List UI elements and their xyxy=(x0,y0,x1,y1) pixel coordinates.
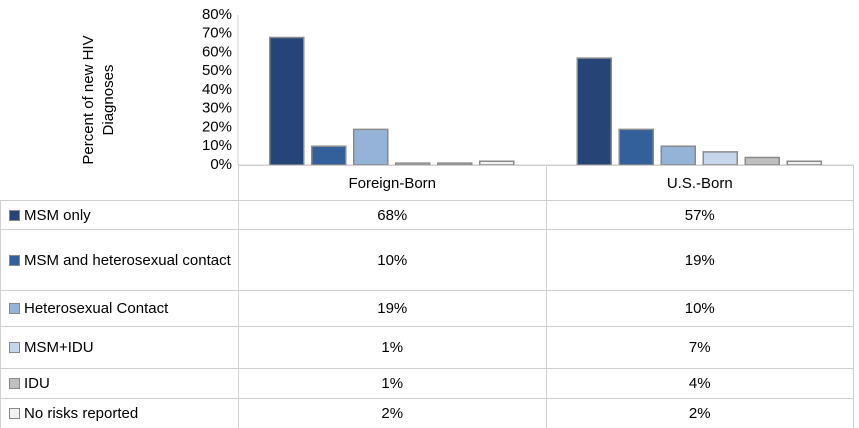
bar xyxy=(311,145,347,166)
table-value: 19% xyxy=(238,290,547,327)
x-tick-label: U.S.-Born xyxy=(545,165,854,201)
legend-swatch xyxy=(9,408,20,419)
y-tick-label: 20% xyxy=(202,118,232,135)
legend-swatch xyxy=(9,254,20,266)
bar xyxy=(660,145,696,166)
table-value: 7% xyxy=(545,326,854,369)
legend-entry: MSM and heterosexual contact xyxy=(0,229,239,291)
legend-label: MSM+IDU xyxy=(24,339,94,356)
y-axis-title: Percent of new HIV Diagnoses xyxy=(80,35,117,165)
legend-entry: MSM+IDU xyxy=(0,326,239,369)
legend-swatch xyxy=(9,378,20,389)
x-tick-label: Foreign-Born xyxy=(238,165,547,201)
table-value: 19% xyxy=(545,229,854,291)
legend-swatch xyxy=(9,342,20,353)
table-value: 57% xyxy=(545,200,854,230)
legend-label: MSM only xyxy=(24,206,91,224)
legend-entry: MSM only xyxy=(0,200,239,230)
table-value: 10% xyxy=(545,290,854,327)
bar xyxy=(576,57,612,166)
legend-swatch xyxy=(9,303,20,314)
table-value: 2% xyxy=(545,398,854,428)
legend-label: IDU xyxy=(24,375,50,392)
legend-entry: Heterosexual Contact xyxy=(0,290,239,327)
y-tick-label: 60% xyxy=(202,43,232,60)
y-tick-label: 50% xyxy=(202,62,232,79)
legend-entry: No risks reported xyxy=(0,398,239,428)
table-value: 2% xyxy=(238,398,547,428)
legend-label: MSM and heterosexual contact xyxy=(24,251,231,269)
table-value: 4% xyxy=(545,368,854,399)
bar xyxy=(744,156,780,166)
bar xyxy=(618,128,654,166)
table-value: 1% xyxy=(238,326,547,369)
legend-entry: IDU xyxy=(0,368,239,399)
legend-swatch xyxy=(9,209,20,221)
y-tick-label: 70% xyxy=(202,25,232,42)
legend-label: No risks reported xyxy=(24,405,139,422)
y-tick-label: 0% xyxy=(210,156,232,173)
y-tick-label: 80% xyxy=(202,6,232,23)
table-value: 68% xyxy=(238,200,547,230)
legend-label: Heterosexual Contact xyxy=(24,300,169,317)
y-tick-label: 30% xyxy=(202,100,232,117)
bar xyxy=(269,36,305,166)
bar xyxy=(702,151,738,166)
y-tick-label: 40% xyxy=(202,81,232,98)
bar xyxy=(353,128,389,166)
table-value: 10% xyxy=(238,229,547,291)
y-tick-label: 10% xyxy=(202,137,232,154)
table-value: 1% xyxy=(238,368,547,399)
